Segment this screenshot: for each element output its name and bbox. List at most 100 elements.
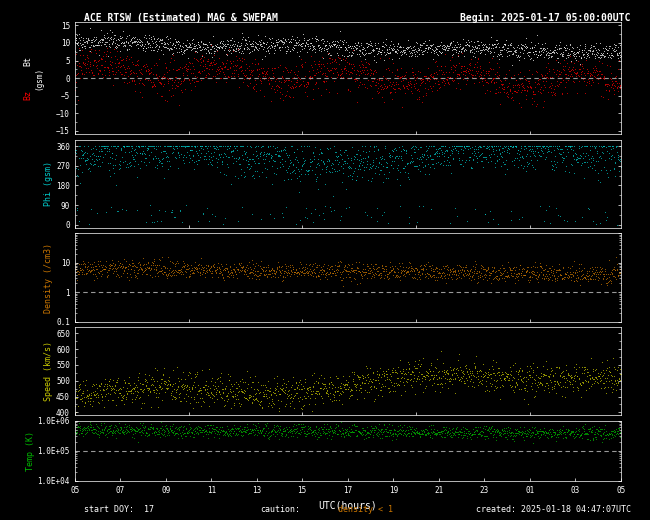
Point [226,179,237,188]
Point [121,38,131,46]
Point [200,44,210,52]
Point [517,41,528,49]
Point [116,424,126,433]
Point [431,364,441,372]
Point [102,38,112,46]
Point [482,85,493,94]
Point [282,428,293,437]
Point [235,63,245,71]
Point [329,396,339,404]
Point [268,44,279,53]
Point [436,48,447,56]
Point [144,34,154,43]
Point [335,146,345,154]
Point [541,429,551,437]
Point [198,268,209,276]
Point [526,269,537,278]
Point [317,425,327,434]
Point [565,142,575,150]
Point [446,374,456,383]
Point [183,261,194,269]
Point [553,72,564,80]
Point [465,369,475,377]
Point [557,368,567,376]
Point [462,40,472,48]
Point [107,428,117,437]
Point [148,255,159,264]
Point [413,368,424,376]
Point [335,43,346,51]
Point [512,370,523,378]
Point [82,386,92,394]
Point [469,430,480,438]
Point [601,278,611,287]
Point [71,263,81,271]
Point [254,400,264,408]
Point [502,146,512,154]
Point [184,420,194,428]
Point [556,90,567,98]
Point [237,263,248,271]
Point [185,423,196,431]
Point [286,389,296,398]
Point [391,146,401,154]
Point [454,154,464,162]
Point [89,276,99,284]
Point [191,157,202,165]
Point [327,262,337,270]
Point [499,373,510,382]
Point [436,148,447,156]
Point [415,154,426,163]
Point [473,381,484,389]
Point [89,157,99,165]
Point [467,431,477,439]
Point [402,267,412,275]
Point [385,378,396,386]
Point [147,37,157,45]
Point [494,55,504,63]
Point [274,389,285,398]
Point [84,390,94,398]
Point [299,44,309,53]
Point [341,380,351,388]
Point [557,51,567,59]
Point [495,142,506,150]
Point [426,434,437,442]
Point [168,142,178,150]
Point [402,159,412,167]
Point [497,382,508,390]
Point [182,65,192,73]
Point [179,394,189,402]
Point [342,267,352,276]
Point [174,266,185,275]
Point [588,434,598,443]
Point [311,271,322,280]
Point [159,425,169,434]
Point [339,381,349,389]
Point [523,51,534,60]
Point [568,51,578,59]
Point [420,79,430,87]
Point [603,86,614,94]
Point [610,428,620,436]
Point [573,154,583,162]
Point [177,262,188,270]
Point [497,261,507,269]
Point [553,67,564,75]
Point [436,62,446,71]
Point [382,373,393,381]
Point [467,73,477,81]
Point [382,163,393,171]
Point [582,269,593,277]
Point [135,379,146,387]
Point [487,142,497,151]
Point [452,427,463,436]
Point [178,426,188,434]
Point [536,268,547,276]
Point [322,433,332,441]
Point [305,42,315,50]
Point [595,270,605,278]
Point [445,73,455,81]
Point [263,377,273,385]
Point [83,142,93,150]
